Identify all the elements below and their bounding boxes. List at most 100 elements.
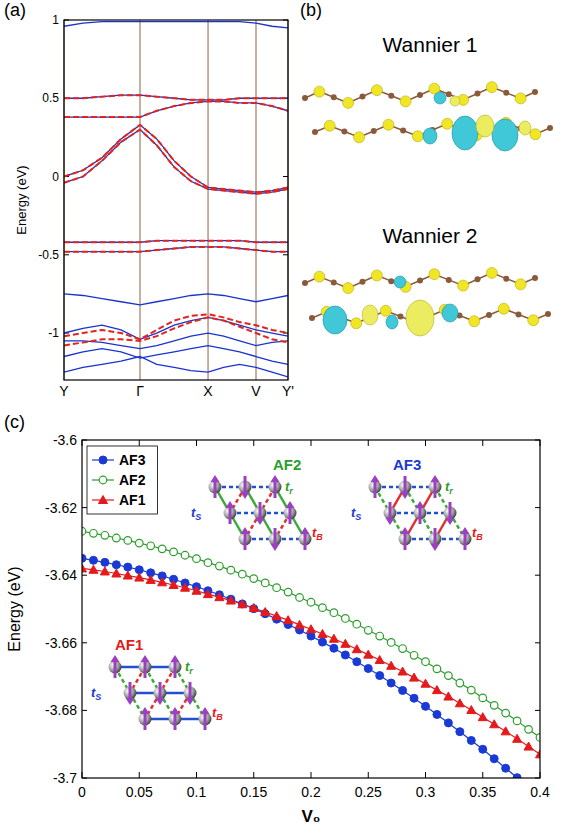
marker	[364, 626, 372, 634]
hopping-label: tB	[472, 525, 483, 542]
spin-arrow-head	[241, 527, 250, 534]
tick	[196, 772, 197, 778]
spin-arrow-head	[461, 527, 470, 534]
atom-s	[380, 305, 391, 316]
atom-s	[442, 118, 453, 129]
spin-arrow-head	[401, 527, 410, 534]
spin-arrow-head	[256, 518, 265, 525]
hopping-label: tr	[285, 479, 293, 496]
marker	[376, 632, 384, 640]
spin-arrow-head	[431, 475, 440, 482]
tick	[82, 575, 87, 576]
tick	[196, 440, 197, 446]
marker	[399, 645, 407, 653]
spin-arrow	[374, 481, 377, 498]
x-tick-label: 0.2	[301, 784, 321, 800]
spin-arrow	[259, 502, 262, 519]
atom-c	[446, 277, 452, 283]
spin-arrow-head	[401, 492, 410, 499]
atom-s	[515, 279, 526, 290]
series-line	[82, 568, 540, 754]
series-line	[64, 125, 288, 192]
y-tick-label: 0	[52, 170, 59, 184]
marker	[444, 692, 453, 700]
y-tick-label: -3.68	[45, 702, 77, 718]
marker	[124, 563, 132, 571]
series-line	[64, 247, 288, 252]
marker	[421, 679, 430, 687]
marker	[456, 679, 464, 687]
spin-arrow	[434, 528, 437, 545]
atom-s	[354, 132, 365, 143]
wannier-lobe	[386, 315, 398, 329]
atom-s	[400, 96, 411, 107]
marker	[296, 594, 304, 602]
spin-arrow-head	[186, 698, 195, 705]
marker	[99, 456, 107, 464]
spin-arrow-head	[431, 544, 440, 551]
atom-s	[324, 120, 335, 131]
marker	[158, 545, 166, 553]
tick	[535, 710, 540, 711]
hopping-sub: B	[476, 532, 483, 542]
spin-arrow	[204, 713, 207, 730]
spin-arrow-head	[226, 501, 235, 508]
atom-s	[486, 267, 497, 278]
marker	[433, 710, 441, 718]
marker	[444, 719, 452, 727]
marker	[319, 604, 327, 612]
atom-c	[302, 280, 308, 286]
marker	[170, 548, 178, 556]
panel-label: (a)	[4, 0, 26, 20]
marker	[89, 565, 98, 573]
marker	[192, 586, 201, 594]
atom-c	[486, 312, 492, 318]
x-tick-label: 0.1	[187, 784, 207, 800]
y-axis-title: Energy (eV)	[14, 165, 29, 234]
spin-arrow-head	[416, 501, 425, 508]
marker	[135, 539, 143, 547]
series-line	[64, 247, 288, 252]
atom-c	[503, 90, 509, 96]
spin-arrow-head	[371, 475, 380, 482]
atom-s	[314, 271, 325, 282]
atom-s	[383, 119, 394, 130]
marker	[99, 496, 108, 504]
atom-s	[343, 283, 354, 294]
legend-box	[87, 446, 158, 514]
plot-frame	[64, 20, 288, 380]
marker	[249, 603, 258, 611]
atom-s	[429, 269, 440, 280]
spin-arrow-head	[156, 698, 165, 705]
atom-s	[371, 270, 382, 281]
atom-s	[412, 131, 423, 142]
marker	[330, 644, 338, 652]
wannier-lobe	[452, 116, 478, 150]
atom-s	[486, 82, 497, 93]
hopping-label: tS	[191, 505, 201, 522]
atom-s	[530, 129, 541, 140]
tick	[482, 772, 483, 778]
x-tick-label: 0.4	[530, 784, 550, 800]
marker	[330, 609, 338, 617]
marker	[193, 555, 201, 563]
mol-bond	[305, 87, 535, 103]
spin-arrow	[274, 528, 277, 545]
spin-arrow-head	[141, 655, 150, 662]
series-line	[64, 101, 288, 117]
spin-arrow	[404, 476, 407, 493]
image-label: Wannier 1	[383, 33, 478, 56]
spin-arrow-head	[201, 707, 210, 714]
marker	[89, 556, 97, 564]
atom-s	[469, 316, 480, 327]
atom-s	[458, 280, 469, 291]
marker	[216, 562, 224, 570]
wannier-lobe	[434, 92, 446, 104]
marker	[375, 656, 384, 664]
series-line	[64, 314, 288, 339]
spin-arrow	[464, 533, 467, 550]
x-tick-label: 0.15	[240, 784, 267, 800]
marker	[445, 672, 453, 680]
wannier-lobe	[492, 119, 518, 151]
atom-c	[516, 312, 522, 318]
